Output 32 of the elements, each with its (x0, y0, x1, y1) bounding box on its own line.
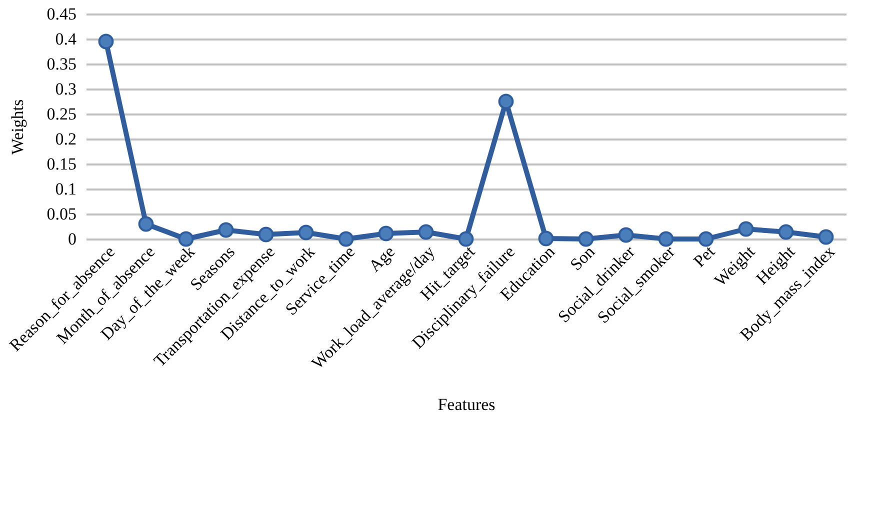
point (98, 34, 114, 50)
point (538, 230, 554, 246)
y-tick-label: 0.2 (55, 130, 76, 148)
point (618, 227, 634, 243)
point (498, 94, 514, 110)
y-tick-label: 0.3 (55, 80, 76, 98)
y-tick-label: 0.1 (55, 180, 76, 198)
point (258, 226, 274, 242)
point (698, 231, 714, 247)
point (818, 229, 834, 245)
y-tick-label: 0.35 (46, 54, 76, 74)
point (378, 226, 394, 242)
point (218, 222, 234, 238)
point (338, 231, 354, 247)
point (458, 231, 474, 247)
y-tick-label: 0.05 (46, 204, 76, 224)
point (778, 224, 794, 240)
point (738, 221, 754, 237)
y-tick-label: 0.25 (46, 104, 76, 124)
y-tick-label: 0.45 (46, 4, 76, 24)
x-axis-title: Features (438, 395, 496, 414)
y-axis-title: Weights (8, 99, 27, 155)
y-tick-label: 0.15 (46, 154, 76, 174)
point (298, 224, 314, 240)
y-tick-label: 0 (68, 230, 76, 248)
y-tick-label: 0.4 (55, 30, 77, 48)
point (658, 231, 674, 247)
point (138, 216, 154, 232)
point (178, 231, 194, 247)
point (418, 224, 434, 240)
x-tick-label: Pet (690, 242, 719, 271)
point (578, 231, 594, 247)
